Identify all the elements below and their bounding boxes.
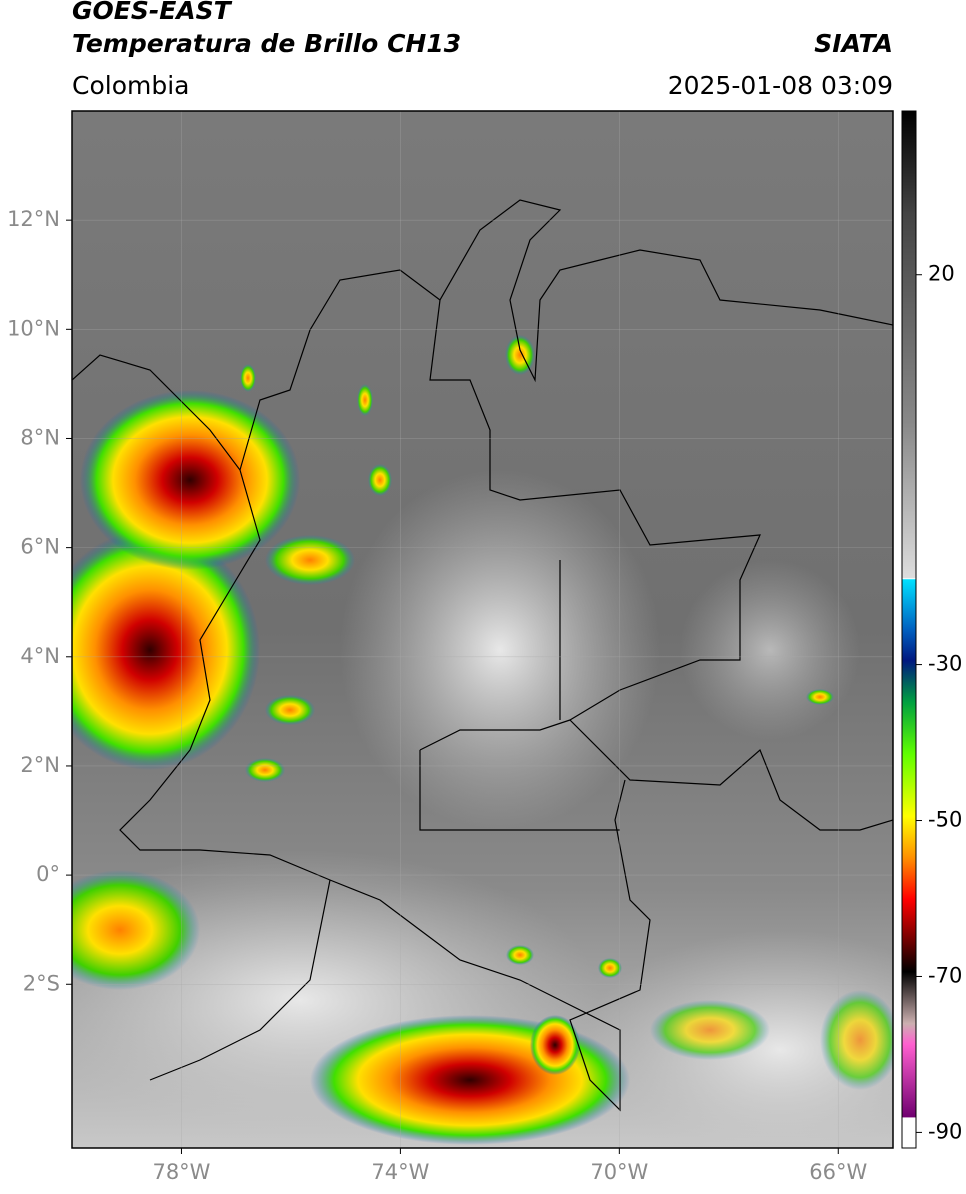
grid [72, 111, 893, 1148]
x-tick-label: 78°W [152, 1160, 210, 1184]
colorbar-label: -70 [928, 963, 962, 987]
y-tick-label: 4°N [20, 644, 60, 668]
x-tick-label: 70°W [590, 1160, 648, 1184]
y-tick-label: 6°N [20, 535, 60, 559]
colorbar-label: -50 [928, 808, 962, 832]
colorbar [901, 110, 917, 1149]
y-tick-label: 12°N [7, 207, 60, 231]
colorbar-label: -90 [928, 1119, 962, 1143]
colorbar-label: 20 [928, 262, 955, 286]
map-frame [71, 110, 894, 1149]
y-tick-label: 8°N [20, 425, 60, 449]
region: Colombia [72, 71, 189, 100]
datetime: 2025-01-08 03:09 [668, 71, 893, 100]
y-tick-label: 2°S [23, 971, 60, 995]
subtitle: Temperatura de Brillo CH13 [72, 29, 461, 58]
satellite-image [72, 111, 893, 1148]
x-tick-label: 74°W [371, 1160, 429, 1184]
x-tick-label: 66°W [809, 1160, 867, 1184]
y-tick-label: 0° [36, 862, 60, 886]
colorbar-label: -30 [928, 652, 962, 676]
source: SIATA [814, 29, 893, 58]
title: GOES-EAST [72, 0, 233, 25]
y-tick-label: 10°N [7, 316, 60, 340]
y-tick-label: 2°N [20, 753, 60, 777]
